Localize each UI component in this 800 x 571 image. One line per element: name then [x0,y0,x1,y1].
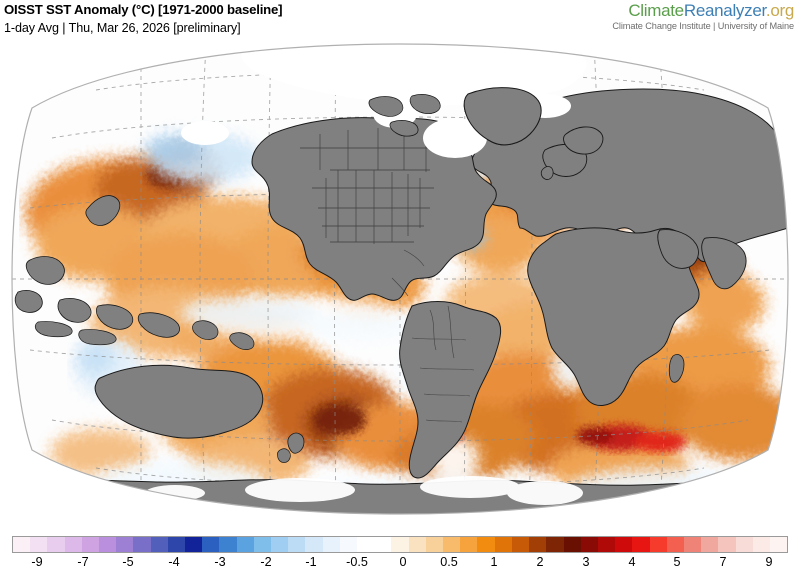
colorbar-swatch-35 [615,537,633,552]
colorbar-swatch-37 [649,537,667,552]
south-america-borders [411,305,475,423]
colorbar-tick-9: 9 [765,555,773,569]
colorbar-swatch-8 [150,537,168,552]
page-subtitle: 1-day Avg | Thu, Mar 26, 2026 [prelimina… [4,21,241,35]
colorbar-tick-5: 5 [673,555,681,569]
land-greenland-overlay [463,87,542,146]
colorbar-block: -9 -7 -5 -4 -3 -2 -1 -0.5 0 0.5 1 2 3 4 5 7 9 [0,520,800,570]
colorbar-swatch-14 [253,537,272,552]
land-southeast-asia [14,256,255,350]
colorbar-swatch-33 [580,537,598,552]
colorbar-swatch-7 [133,537,151,552]
colorbar-swatch-38 [666,537,684,552]
colorbar-swatch-34 [597,537,616,552]
colorbar-swatch-41 [718,537,736,552]
land-madagascar [668,354,685,383]
colorbar-swatch-24 [425,537,444,552]
logo-word-org: .org [765,1,794,20]
usa-state-borders [312,169,434,244]
colorbar-swatch-32 [563,537,581,552]
colorbar-swatch-0 [13,537,31,552]
colorbar-swatch-21 [374,537,392,552]
colorbar[interactable] [12,536,788,553]
colorbar-swatch-13 [236,537,254,552]
colorbar-swatch-1 [30,537,48,552]
colorbar-swatch-44 [769,537,787,552]
colorbar-swatch-27 [477,537,495,552]
colorbar-swatch-22 [391,537,409,552]
colorbar-swatch-5 [99,537,117,552]
colorbar-tick--9: -9 [31,555,43,569]
colorbar-swatch-17 [305,537,323,552]
logo-word-reanalyzer: Reanalyzer [683,1,766,20]
colorbar-tick-labels: -9 -7 -5 -4 -3 -2 -1 -0.5 0 0.5 1 2 3 4 5 7 9 [0,555,800,571]
land-south-america [399,301,502,479]
colorbar-swatch-10 [185,537,203,552]
colorbar-swatch-19 [339,537,358,552]
land-new-zealand [287,432,305,454]
colorbar-tick--2: -2 [260,555,272,569]
map-outline [11,43,789,515]
colorbar-swatch-16 [288,537,306,552]
sea-ice-antarctic [145,476,725,505]
colorbar-swatch-18 [322,537,340,552]
colorbar-tick-4: 4 [628,555,636,569]
colorbar-swatch-12 [219,537,237,552]
header: OISST SST Anomaly (°C) [1971-2000 baseli… [0,0,800,40]
colorbar-swatch-20 [357,537,375,552]
land-arabia [657,229,699,269]
colorbar-tick--5: -5 [122,555,134,569]
colorbar-swatch-25 [443,537,461,552]
colorbar-swatch-36 [632,537,650,552]
land-india [701,237,747,290]
land-scandinavia [563,126,604,155]
land-australia [94,364,264,439]
colorbar-tick--0.5: -0.5 [346,555,368,569]
arctic-islands-overlay [368,94,441,137]
map-canvas [0,38,800,520]
colorbar-swatch-9 [167,537,186,552]
logo-tagline: Climate Change Institute | University of… [612,21,794,31]
colorbar-swatch-11 [202,537,220,552]
land-british-isles [540,166,554,180]
colorbar-swatch-31 [546,537,564,552]
colorbar-swatch-43 [752,537,770,552]
colorbar-swatch-42 [735,537,753,552]
colorbar-tick--4: -4 [168,555,180,569]
sst-anomaly-map[interactable] [0,38,800,520]
colorbar-swatch-28 [494,537,512,552]
colorbar-swatch-4 [81,537,100,552]
colorbar-tick-0: 0 [399,555,407,569]
colorbar-swatch-29 [511,537,530,552]
logo-wordmark: ClimateReanalyzer.org [612,1,794,20]
title-block: OISST SST Anomaly (°C) [1971-2000 baseli… [4,2,283,36]
colorbar-swatch-39 [683,537,702,552]
colorbar-swatch-6 [116,537,134,552]
colorbar-tick-2: 2 [536,555,544,569]
land-japan [85,195,121,226]
colorbar-swatch-23 [408,537,426,552]
colorbar-tick--7: -7 [77,555,89,569]
land-new-zealand-south [277,448,291,463]
colorbar-tick-0.5: 0.5 [440,555,458,569]
colorbar-swatch-30 [529,537,547,552]
page-title: OISST SST Anomaly (°C) [1971-2000 baseli… [4,2,283,17]
colorbar-tick-3: 3 [582,555,590,569]
colorbar-tick-1: 1 [490,555,498,569]
colorbar-swatch-40 [701,537,719,552]
colorbar-tick--3: -3 [214,555,226,569]
landmasses [12,44,788,514]
colorbar-tick--1: -1 [305,555,317,569]
climate-reanalyzer-logo[interactable]: ClimateReanalyzer.org Climate Change Ins… [612,1,794,32]
colorbar-swatch-3 [64,537,82,552]
colorbar-swatch-2 [47,537,65,552]
latin-america-borders [391,249,425,297]
colorbar-tick-7: 7 [719,555,727,569]
logo-word-climate: Climate [628,1,684,20]
colorbar-swatch-15 [271,537,289,552]
colorbar-swatch-26 [460,537,478,552]
